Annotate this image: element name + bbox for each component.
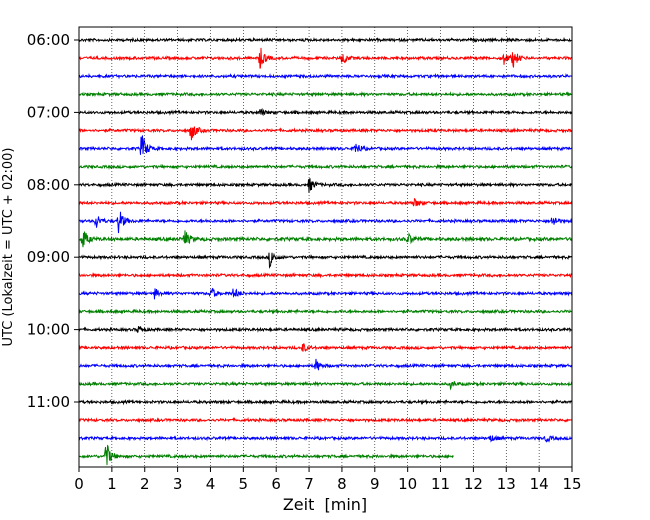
- x-tick-label: 1: [107, 475, 117, 493]
- x-tick-label: 11: [431, 475, 450, 493]
- x-tick-label: 14: [530, 475, 549, 493]
- trace-0600: [78, 36, 573, 44]
- x-tick-label: 12: [464, 475, 483, 493]
- x-tick-label: 8: [337, 475, 347, 493]
- trace-0800: [78, 178, 573, 193]
- trace-0845: [78, 230, 573, 248]
- trace-1045: [78, 380, 573, 391]
- y-tick-label: 09:00: [27, 248, 70, 266]
- x-tick-label: 13: [497, 475, 516, 493]
- y-tick-label: 06:00: [27, 31, 70, 49]
- trace-1115: [78, 416, 573, 424]
- grid-lines: [111, 27, 540, 467]
- trace-0815: [78, 198, 573, 207]
- trace-0900: [78, 252, 573, 270]
- trace-0915: [78, 272, 573, 279]
- trace-1100: [78, 398, 573, 406]
- trace-1015: [78, 343, 573, 352]
- x-tick-label: 3: [173, 475, 183, 493]
- trace-0830: [78, 211, 573, 234]
- y-tick-label: 07:00: [27, 103, 70, 121]
- trace-0645: [78, 91, 573, 98]
- trace-0945: [78, 308, 573, 315]
- x-tick-label: 2: [140, 475, 150, 493]
- y-tick-label: 11:00: [27, 393, 70, 411]
- x-axis-label: Zeit [min]: [283, 495, 367, 514]
- x-tick-label: 0: [74, 475, 84, 493]
- y-axis: 06:00 07:00 08:00 09:00 10:00 11:00: [27, 31, 79, 411]
- trace-0630: [78, 72, 573, 80]
- x-tick-label: 9: [370, 475, 380, 493]
- x-tick-label: 15: [562, 475, 581, 493]
- trace-1130: [78, 434, 573, 443]
- plot-frame: [78, 26, 573, 468]
- trace-0715: [78, 126, 573, 141]
- y-axis-label: UTC (Lokalzeit = UTC + 02:00): [1, 148, 16, 347]
- x-tick-label: 4: [206, 475, 216, 493]
- trace-group: [78, 36, 573, 466]
- x-tick-label: 6: [271, 475, 281, 493]
- trace-1145: [78, 444, 454, 466]
- x-tick-label: 7: [304, 475, 314, 493]
- trace-0745: [78, 163, 573, 171]
- x-axis: 0 1 2 3 4 5 6 7 8 9 10 11 12 13 14 15: [74, 467, 582, 493]
- trace-0700: [78, 107, 573, 117]
- trace-0730: [78, 135, 573, 155]
- trace-0615: [78, 47, 573, 69]
- x-tick-label: 5: [239, 475, 249, 493]
- x-tick-label: 10: [398, 475, 417, 493]
- y-tick-label: 10:00: [27, 321, 70, 339]
- y-tick-label: 08:00: [27, 176, 70, 194]
- trace-1000: [78, 326, 573, 333]
- trace-0930: [78, 287, 573, 300]
- trace-1030: [78, 358, 573, 371]
